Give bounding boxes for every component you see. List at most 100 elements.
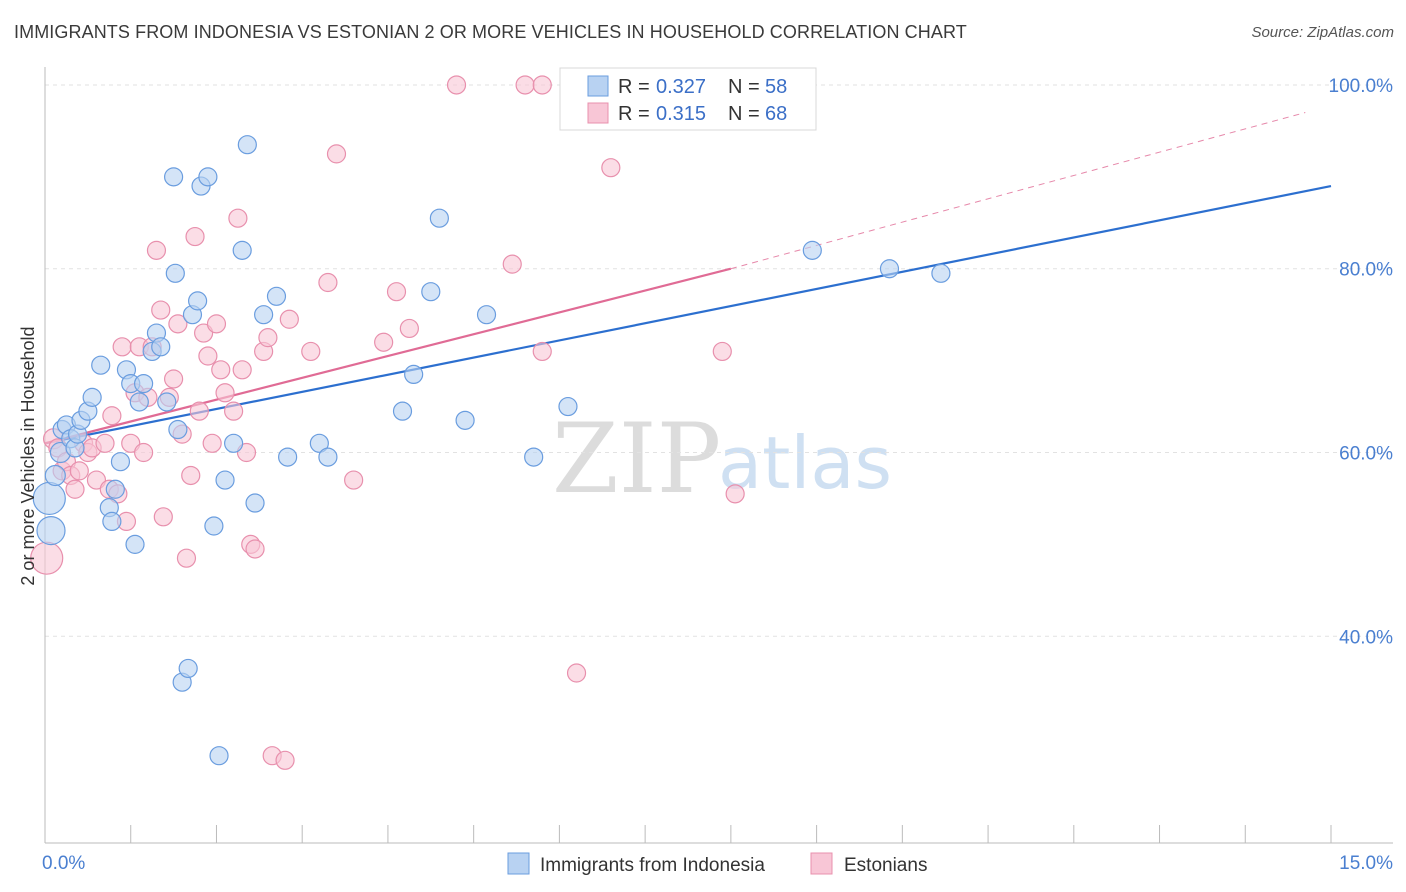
indonesia-point-39 (232, 240, 252, 260)
chart-title: IMMIGRANTS FROM INDONESIA VS ESTONIAN 2 … (14, 22, 967, 42)
indonesia-point-49 (421, 282, 441, 302)
estonians-point-29 (168, 314, 188, 334)
indonesia-point-12 (91, 355, 111, 375)
estonians-point-65 (601, 158, 621, 178)
indonesia-point-2 (44, 464, 66, 487)
indonesia-point-57 (931, 263, 951, 283)
series-legend-label-estonians: Estonians (844, 855, 927, 876)
estonians-point-48 (258, 328, 278, 348)
y-tick-label-1: 60.0% (1339, 444, 1393, 465)
legend-n-value-1: 58 (765, 76, 787, 98)
estonians-point-37 (202, 433, 222, 453)
indonesia-point-28 (168, 419, 188, 440)
indonesia-point-41 (245, 493, 265, 513)
axes (44, 67, 1393, 844)
indonesia-point-24 (151, 337, 171, 357)
estonians-point-54 (326, 144, 347, 164)
indonesia-point-14 (102, 511, 122, 532)
series-legend-swatch-estonians (810, 852, 833, 875)
indonesia-point-48 (404, 364, 424, 384)
indonesia-point-38 (224, 433, 244, 453)
indonesia-point-1 (36, 515, 66, 546)
x-tick-label-0: 0.0% (42, 853, 85, 874)
indonesia-point-45 (309, 433, 329, 453)
series-legend-label-indonesia: Immigrants from Indonesia (540, 855, 765, 876)
legend-r-label-1: R = (618, 76, 650, 98)
estonians-point-57 (386, 282, 407, 302)
indonesia-point-26 (164, 167, 184, 187)
indonesia-point-20 (129, 392, 149, 412)
estonians-point-55 (344, 470, 364, 490)
stats-legend: R = 0.327 N = 58 R = 0.315 N = 68 (559, 67, 817, 131)
indonesia-point-47 (392, 401, 413, 421)
estonians-point-66 (712, 341, 732, 362)
estonians-point-61 (515, 75, 535, 95)
estonians-point-21 (133, 442, 154, 463)
estonians-point-60 (502, 254, 522, 274)
indonesia-point-52 (476, 305, 497, 325)
indonesia-point-27 (165, 263, 185, 283)
indonesia-point-35 (204, 516, 224, 536)
estonians-point-38 (206, 314, 227, 334)
legend-n-value-2: 68 (765, 103, 787, 125)
trend-lines (44, 112, 1332, 445)
estonians-point-24 (146, 240, 167, 260)
estonians-point-34 (189, 401, 209, 421)
estonians-point-33 (185, 226, 205, 247)
source-label: Source: ZipAtlas.com (1251, 24, 1394, 41)
estonians-point-46 (245, 539, 265, 559)
estonians-point-31 (176, 548, 197, 568)
legend-r-label-2: R = (618, 103, 650, 125)
indonesia-point-21 (133, 373, 154, 394)
estonians-point-41 (224, 401, 244, 421)
legend-r-value-1: 0.327 (656, 76, 706, 98)
watermark-zip: ZIP (552, 403, 721, 515)
legend-n-label-2: N = (728, 103, 760, 125)
estonians-point-6 (65, 479, 85, 499)
indonesia-point-16 (110, 452, 131, 472)
estonians-point-28 (164, 369, 184, 389)
indonesia-point-51 (455, 410, 475, 430)
indonesia-point-32 (188, 291, 208, 311)
indonesia-point-56 (879, 259, 900, 279)
estonians-point-52 (301, 341, 321, 362)
estonians-point-7 (69, 461, 89, 481)
series-legend-swatch-indonesia (507, 852, 530, 875)
legend-r-value-2: 0.315 (656, 103, 706, 125)
estonians-point-53 (318, 272, 338, 293)
x-tick-label-1: 15.0% (1339, 853, 1393, 874)
y-tick-label-2: 80.0% (1339, 260, 1393, 281)
estonians-point-12 (95, 433, 115, 453)
indonesia-point-43 (266, 286, 287, 306)
legend-swatch-indonesia (587, 75, 609, 97)
y-tick-label-3: 100.0% (1329, 76, 1394, 97)
indonesia-point-46 (318, 447, 338, 467)
estonians-point-59 (446, 75, 467, 95)
estonians-point-39 (211, 360, 231, 380)
estonians-point-62 (532, 341, 552, 362)
indonesia-point-42 (254, 305, 274, 325)
tick-labels: 40.0% 60.0% 80.0% 100.0% 0.0% 15.0% (42, 76, 1393, 874)
estonians-point-50 (275, 750, 295, 770)
indonesia-point-54 (558, 396, 578, 417)
series-indonesia (32, 135, 951, 766)
legend-n-label-1: N = (728, 76, 760, 98)
indonesia-point-36 (209, 746, 229, 766)
estonians-point-26 (153, 507, 173, 527)
estonians-point-56 (374, 332, 394, 352)
series-legend: Immigrants from Indonesia Estonians (507, 852, 927, 876)
indonesia-point-34 (198, 167, 218, 187)
indonesia-point-53 (524, 447, 544, 467)
estonians-point-63 (532, 75, 552, 95)
estonians-point-36 (198, 346, 218, 366)
indonesia-point-30 (178, 658, 198, 679)
estonians-point-64 (566, 663, 587, 683)
estonians-point-58 (399, 318, 419, 339)
trend-line-estonians (44, 267, 732, 445)
indonesia-point-11 (82, 387, 102, 407)
indonesia-point-44 (278, 447, 298, 467)
legend-swatch-estonians (587, 102, 609, 124)
y-axis-label: 2 or more Vehicles in Household (18, 326, 38, 585)
estonians-point-67 (725, 484, 745, 504)
indonesia-point-37 (215, 470, 235, 490)
